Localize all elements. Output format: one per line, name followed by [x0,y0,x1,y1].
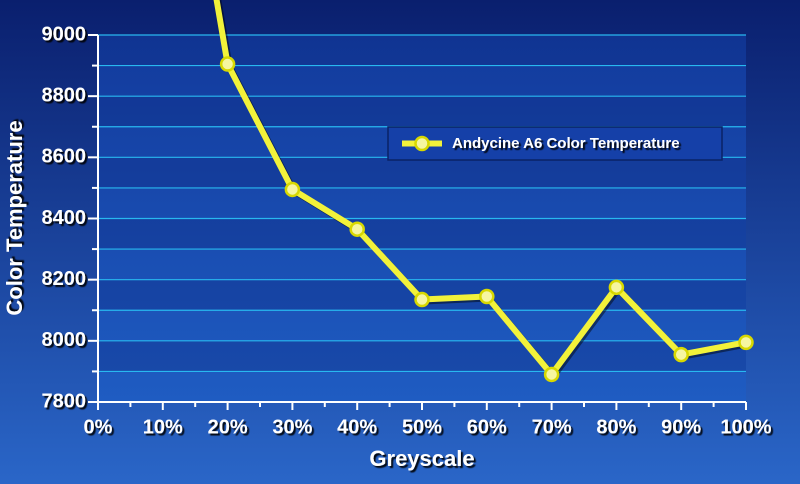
y-tick-label: 7800 [42,390,87,412]
y-tick-label: 8600 [42,146,87,168]
y-tick-label: 8800 [42,84,87,106]
x-tick-label: 30% [272,416,312,438]
y-tick-label: 8400 [42,207,87,229]
legend-label: Andycine A6 Color Temperature [452,135,680,152]
point [543,366,560,383]
grid-band [98,218,746,250]
x-tick-label: 90% [661,416,701,438]
grid-band [98,340,746,372]
y-tick-label: 9000 [42,23,87,45]
x-axis-title: Greyscale [369,446,474,471]
legend-box [387,126,723,161]
point [738,334,754,351]
series-line [213,0,747,378]
x-tick-label: 100% [720,416,771,438]
x-tick-label: 20% [208,416,248,438]
x-tick-label: 80% [596,416,636,438]
x-tick-label: 40% [337,416,377,438]
point [219,56,236,72]
point [284,181,301,198]
y-tick-label: 8000 [42,329,87,351]
point [414,291,430,308]
x-tick-label: 10% [143,416,183,438]
x-tick-label: 70% [532,416,572,438]
y-tick-label: 8200 [42,268,87,290]
x-tick-label: 60% [467,416,507,438]
grid-band [98,157,746,188]
point [479,288,495,305]
grid-band [98,35,746,66]
legend-marker [414,135,430,152]
y-axis-title: Color Temperature [2,120,27,315]
point [349,221,365,237]
point [673,346,689,363]
x-tick-label: 50% [402,416,442,438]
point [608,279,625,296]
grid-band [98,96,746,127]
x-tick-label: 0% [84,416,113,438]
